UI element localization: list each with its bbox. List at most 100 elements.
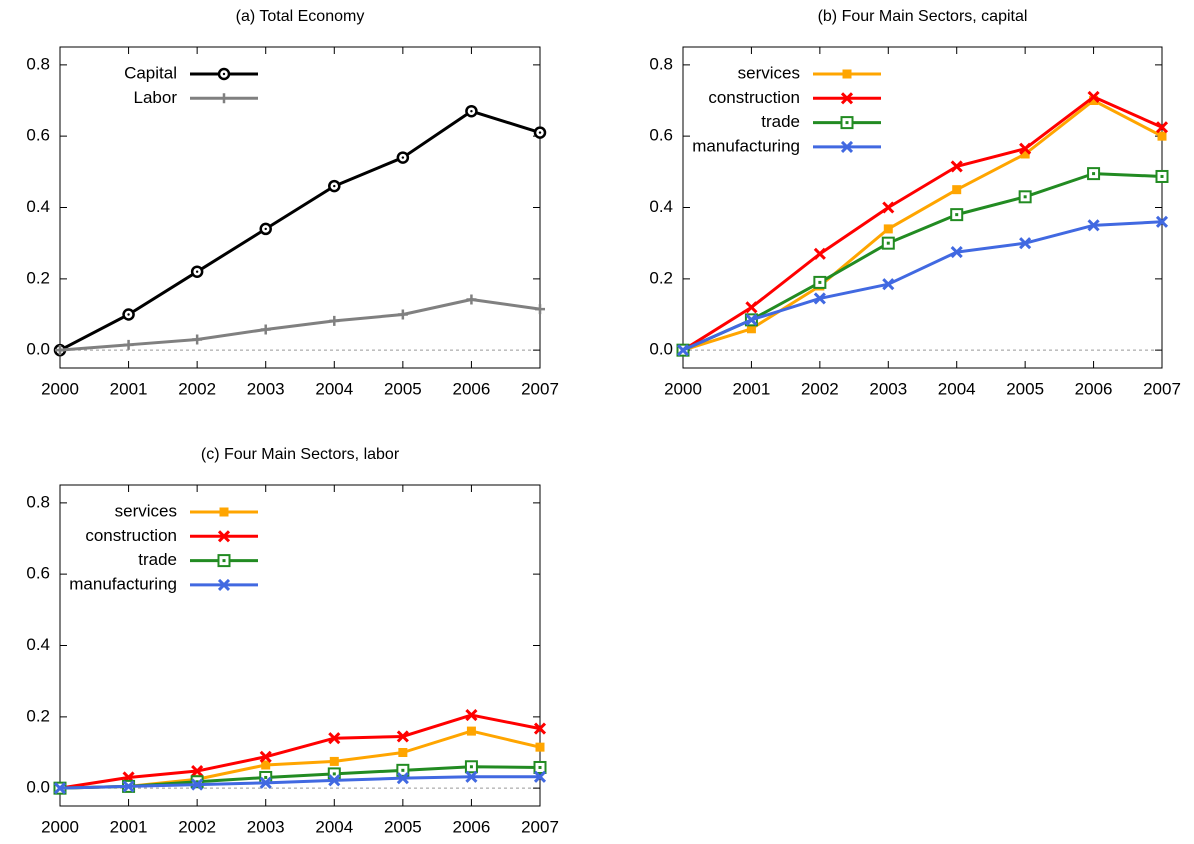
chart: (b) Four Main Sectors, capital 0.0 0.2 0.4 0…	[649, 8, 1181, 398]
marker	[952, 185, 962, 195]
series-line	[682, 220, 1163, 352]
marker	[217, 530, 231, 543]
series-line	[682, 95, 1163, 352]
marker	[1018, 190, 1032, 204]
marker	[466, 294, 477, 305]
marker	[55, 345, 65, 356]
marker	[260, 324, 271, 335]
marker	[259, 750, 272, 763]
x-tick-label: 2003	[247, 379, 285, 398]
y-tick-label: 0.2	[649, 268, 673, 287]
marker	[191, 778, 204, 791]
marker	[259, 776, 272, 789]
marker	[813, 247, 826, 260]
marker	[1155, 169, 1169, 183]
marker	[950, 246, 963, 259]
chart: (a) Total Economy 0.0 0.2 0.4 0.6 0.8 2000 2001…	[26, 8, 559, 398]
marker	[396, 772, 409, 785]
marker	[1087, 167, 1101, 181]
marker	[190, 265, 204, 278]
x-tick-label: 2000	[664, 379, 702, 398]
marker	[813, 292, 826, 305]
marker	[840, 92, 854, 105]
y-tick-label: 0.4	[26, 197, 50, 216]
marker	[1155, 215, 1169, 228]
legend-label: trade	[138, 550, 177, 569]
marker	[882, 278, 895, 291]
marker	[398, 748, 408, 757]
marker	[533, 126, 547, 139]
marker	[813, 275, 827, 289]
marker	[123, 339, 134, 350]
y-tick-label: 0.8	[26, 492, 50, 511]
series-line	[59, 775, 540, 790]
y-tick-label: 0.0	[26, 778, 50, 797]
y-tick-label: 0.0	[26, 340, 50, 359]
marker	[122, 308, 135, 321]
marker	[466, 726, 476, 736]
x-tick-label: 2005	[384, 817, 422, 836]
plot-frame	[682, 46, 1163, 369]
marker	[396, 763, 410, 777]
y-tick-label: 0.2	[26, 706, 50, 725]
legend-label: Labor	[134, 88, 178, 107]
x-tick-label: 2000	[41, 379, 79, 398]
chart-title: (b) Four Main Sectors, capital	[818, 8, 1028, 25]
marker	[217, 578, 231, 591]
marker	[881, 236, 895, 250]
marker	[746, 324, 756, 334]
legend-label: manufacturing	[692, 136, 800, 155]
y-tick-label: 0.4	[26, 635, 50, 654]
marker	[190, 775, 204, 789]
marker	[535, 304, 545, 315]
marker	[950, 160, 963, 173]
marker	[328, 179, 341, 193]
chart-title: (a) Total Economy	[236, 8, 365, 25]
y-tick-label: 0.0	[649, 340, 673, 359]
y-tick-label: 0.2	[26, 268, 50, 287]
x-tick-label: 2002	[801, 379, 839, 398]
marker	[122, 780, 135, 793]
marker	[396, 730, 409, 743]
x-tick-label: 2002	[178, 817, 216, 836]
marker	[533, 770, 547, 783]
x-tick-label: 2006	[453, 817, 491, 836]
marker	[1087, 219, 1100, 232]
legend-label: manufacturing	[69, 574, 177, 593]
marker	[217, 67, 231, 81]
marker	[533, 722, 547, 735]
marker	[745, 301, 758, 314]
marker	[191, 764, 204, 778]
marker	[192, 334, 203, 345]
marker	[1019, 237, 1032, 250]
x-tick-label: 2004	[315, 379, 353, 398]
marker	[840, 116, 854, 130]
x-tick-label: 2007	[1143, 379, 1181, 398]
x-tick-label: 2004	[938, 379, 976, 398]
y-tick-label: 0.8	[649, 54, 673, 73]
y-tick-label: 0.6	[26, 126, 50, 145]
x-tick-label: 2001	[733, 379, 771, 398]
y-tick-label: 0.8	[26, 54, 50, 73]
marker	[217, 554, 231, 568]
y-tick-label: 0.6	[649, 126, 673, 145]
marker	[535, 742, 545, 752]
series-line	[682, 172, 1163, 352]
x-tick-label: 2006	[1075, 379, 1113, 398]
marker	[465, 104, 478, 118]
y-tick-label: 0.4	[649, 197, 673, 216]
legend-label: Capital	[124, 63, 177, 82]
marker	[842, 69, 852, 79]
x-tick-label: 2003	[869, 379, 907, 398]
marker	[1155, 121, 1169, 134]
legend-label: construction	[708, 88, 800, 107]
x-tick-label: 2002	[178, 379, 216, 398]
marker	[396, 151, 410, 164]
legend-label: services	[738, 63, 800, 82]
marker	[329, 315, 340, 326]
x-tick-label: 2001	[110, 379, 148, 398]
chart: (c) Four Main Sectors, labor 0.0 0.2 0.4 0.6…	[26, 446, 559, 836]
marker	[882, 201, 895, 214]
x-tick-label: 2007	[521, 379, 559, 398]
